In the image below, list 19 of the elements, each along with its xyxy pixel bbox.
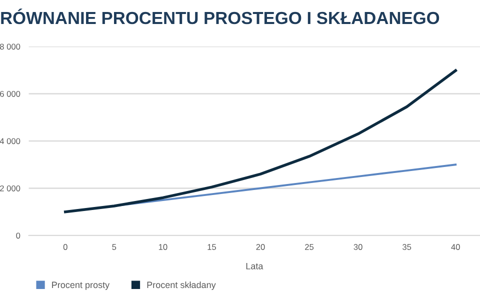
- x-tick-label: 25: [305, 244, 314, 250]
- x-tick-label: 40: [451, 244, 460, 250]
- x-tick-label: 35: [402, 244, 412, 250]
- chart-title: RÓWNANIE PROCENTU PROSTEGO I SKŁADANEGO: [1, 8, 440, 24]
- x-tick-label: 5: [112, 244, 116, 250]
- x-tick-label: 10: [158, 244, 168, 250]
- y-tick-label: 2 000: [0, 185, 20, 192]
- y-tick-label: 6 000: [0, 90, 20, 97]
- line-series: [64, 69, 457, 214]
- x-axis-title: Lata: [246, 263, 264, 270]
- y-tick-label: 4 000: [0, 138, 20, 144]
- x-tick-label: 15: [208, 244, 216, 250]
- legend-label: Procent prosty: [52, 282, 110, 290]
- y-tick-label: 8 000: [0, 44, 20, 50]
- legend-label: Procent składany: [147, 281, 216, 290]
- y-tick-label: 0: [16, 232, 20, 239]
- x-tick-label: 20: [256, 244, 265, 250]
- x-tick-label: 30: [354, 244, 362, 250]
- x-tick-label: 0: [63, 244, 68, 250]
